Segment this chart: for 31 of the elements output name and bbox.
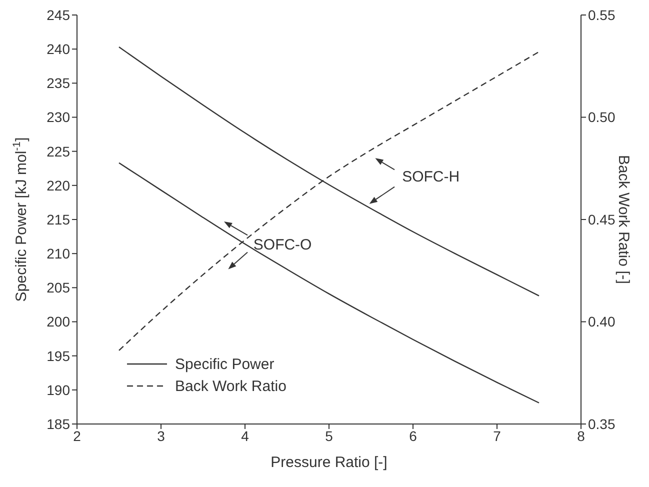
x-tick-label: 3 — [157, 428, 166, 444]
y-tick-label: 245 — [46, 6, 70, 23]
y2-axis-title: Back Work Ratio [-] — [615, 155, 632, 284]
x-tick-label: 6 — [409, 428, 418, 444]
y-tick-label: 205 — [46, 280, 70, 296]
x-tick-label: 7 — [493, 428, 502, 444]
y2-tick-label: 0.40 — [588, 314, 616, 330]
y-tick-label: 210 — [46, 246, 70, 262]
y-tick-label: 235 — [46, 75, 70, 92]
x-axis-title: Pressure Ratio [-] — [270, 454, 388, 471]
x-tick-label: 4 — [241, 428, 250, 444]
y-tick-label: 185 — [46, 416, 70, 432]
y2-tick-label: 0.50 — [588, 109, 616, 126]
legend-label: Back Work Ratio — [175, 378, 286, 395]
y-tick-label: 190 — [46, 382, 70, 398]
y2-tick-label: 0.35 — [588, 416, 616, 432]
annotation: SOFC-H — [402, 168, 460, 186]
y-tick-label: 240 — [46, 41, 70, 58]
x-tick-label: 5 — [325, 428, 334, 444]
y2-tick-label: 0.45 — [588, 211, 616, 228]
y-tick-label: 220 — [46, 177, 70, 194]
y-tick-label: 200 — [46, 314, 70, 330]
y-tick-label: 230 — [46, 109, 70, 126]
annotation: SOFC-O — [253, 236, 312, 254]
x-tick-label: 2 — [73, 428, 82, 444]
y-tick-label: 215 — [46, 211, 70, 228]
y-tick-label: 225 — [46, 143, 70, 160]
y-tick-label: 195 — [46, 348, 70, 364]
x-tick-label: 8 — [577, 428, 586, 444]
y2-tick-label: 0.55 — [588, 6, 616, 23]
legend-label: Specific Power — [175, 356, 274, 373]
